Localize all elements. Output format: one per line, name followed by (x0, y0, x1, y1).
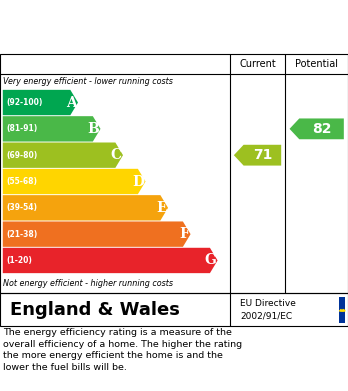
Text: (21-38): (21-38) (6, 230, 38, 239)
Text: 2002/91/EC: 2002/91/EC (240, 311, 292, 320)
Text: (69-80): (69-80) (6, 151, 38, 160)
Text: (55-68): (55-68) (6, 177, 37, 186)
Polygon shape (3, 116, 101, 142)
Text: G: G (205, 253, 216, 267)
Text: F: F (180, 227, 190, 241)
Polygon shape (3, 248, 218, 273)
Text: C: C (111, 148, 122, 162)
Text: D: D (132, 174, 144, 188)
Text: E: E (156, 201, 167, 215)
Text: 82: 82 (312, 122, 331, 136)
Polygon shape (290, 118, 344, 139)
Text: 71: 71 (253, 148, 272, 162)
Text: Energy Efficiency Rating: Energy Efficiency Rating (9, 22, 229, 37)
Text: The energy efficiency rating is a measure of the
overall efficiency of a home. T: The energy efficiency rating is a measur… (3, 328, 243, 372)
Text: (39-54): (39-54) (6, 203, 37, 212)
Polygon shape (3, 169, 145, 194)
Polygon shape (3, 142, 123, 168)
Polygon shape (3, 195, 168, 221)
Text: Not energy efficient - higher running costs: Not energy efficient - higher running co… (3, 279, 174, 288)
Text: Potential: Potential (295, 59, 338, 69)
Polygon shape (3, 90, 78, 115)
Text: B: B (88, 122, 100, 136)
Text: (1-20): (1-20) (6, 256, 32, 265)
Polygon shape (3, 221, 191, 247)
Polygon shape (234, 145, 281, 165)
Text: Very energy efficient - lower running costs: Very energy efficient - lower running co… (3, 77, 173, 86)
Text: England & Wales: England & Wales (10, 301, 180, 319)
Bar (339, 296, 345, 323)
Text: EU Directive: EU Directive (240, 300, 296, 308)
Text: Current: Current (239, 59, 276, 69)
Text: (92-100): (92-100) (6, 98, 43, 107)
Text: (81-91): (81-91) (6, 124, 38, 133)
Text: A: A (66, 95, 77, 109)
